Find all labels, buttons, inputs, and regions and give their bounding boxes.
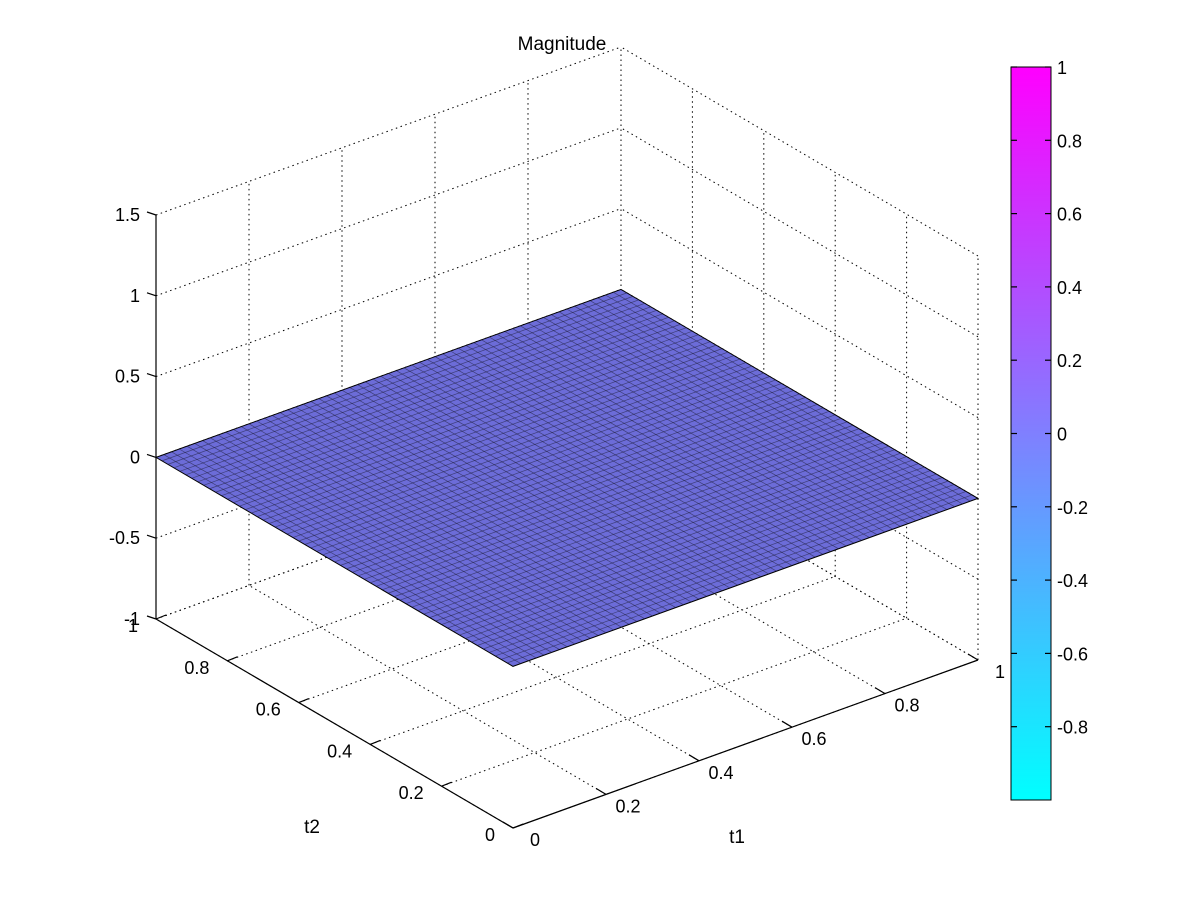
y-axis-label: t2	[304, 817, 320, 838]
x-tick-mark	[967, 653, 979, 661]
surface-mesh-line	[167, 296, 634, 465]
surface-mesh-line	[185, 306, 651, 476]
colorbar-tick-label: 0.8	[1057, 131, 1082, 151]
surface-mesh-line	[551, 314, 909, 524]
surface-mesh-line	[203, 316, 669, 486]
z-tick-mark	[146, 534, 157, 539]
z-tick-label: 0	[130, 447, 140, 467]
colorbar-tick-label: 1	[1057, 58, 1067, 78]
z-tick-mark	[146, 373, 157, 378]
x-tick-label: 0	[530, 830, 540, 850]
colorbar-tick-label: -0.4	[1057, 571, 1088, 591]
z-tick-mark	[146, 453, 157, 458]
surface-mesh-line	[566, 308, 924, 519]
y-tick-mark	[441, 781, 452, 787]
x-axis-line	[512, 659, 979, 829]
colorbar: -0.8 -0.6 -0.4 -0.2 0 0.2 0.4 0.6 0.8 1	[1010, 58, 1088, 801]
y-tick-mark	[369, 739, 381, 745]
tick-labels: 00.20.40.60.8100.20.40.60.81-1-0.500.511…	[109, 205, 1005, 850]
surface-mesh-line	[209, 320, 675, 490]
colorbar-gradient	[1010, 66, 1052, 801]
colorbar-tick-label: 0.2	[1057, 351, 1082, 371]
grid-line-back-z	[155, 46, 622, 216]
grid-line-side-z	[620, 127, 979, 338]
y-tick-label: 0.8	[184, 658, 209, 678]
surface-mesh-line	[589, 300, 948, 510]
surface-mesh-line	[173, 299, 639, 469]
z-tick-mark	[146, 292, 157, 297]
z-tick-mark	[146, 211, 157, 216]
y-tick-mark	[512, 823, 524, 829]
z-tick-label: -0.5	[109, 528, 140, 548]
y-tick-mark	[298, 698, 310, 704]
y-axis-line	[155, 618, 514, 829]
y-tick-mark	[155, 614, 167, 620]
surface-mesh-line	[597, 297, 955, 508]
z-tick-label: 0.5	[115, 367, 140, 387]
colorbar-tick-label: -0.8	[1057, 718, 1088, 738]
y-tick-label: 0.2	[399, 783, 424, 803]
x-tick-label: 0.8	[894, 696, 919, 716]
colorbar-tick-label: 0.4	[1057, 278, 1082, 298]
surface-mesh-line	[197, 313, 663, 483]
y-tick-label: 0.4	[327, 741, 352, 761]
tick-marks	[146, 211, 979, 829]
chart-title: Magnitude	[518, 34, 607, 55]
x-tick-mark	[874, 687, 886, 695]
surface-mesh-line	[179, 303, 645, 472]
y-tick-mark	[227, 656, 238, 662]
axes	[155, 215, 979, 829]
surface-mesh-line	[191, 309, 657, 479]
y-tick-label: 1	[128, 616, 138, 636]
y-tick-label: 0.6	[256, 700, 281, 720]
x-tick-label: 0.6	[801, 729, 826, 749]
z-tick-label: 1.5	[115, 205, 140, 225]
z-tick-label: 1	[130, 286, 140, 306]
surface-mesh-line	[582, 303, 940, 513]
z-tick-mark	[146, 615, 157, 620]
colorbar-tick-label: -0.2	[1057, 498, 1088, 518]
surface-mesh-line	[558, 311, 917, 522]
surface-mesh-line	[605, 294, 963, 505]
x-tick-mark	[688, 754, 700, 762]
colorbar-tick-label: -0.6	[1057, 644, 1088, 664]
x-tick-label: 1	[995, 662, 1005, 682]
x-axis-label: t1	[729, 827, 745, 848]
x-tick-label: 0.2	[615, 796, 640, 816]
z-tick-label: -1	[124, 609, 140, 629]
surface-mesh-line	[613, 291, 971, 502]
x-tick-label: 0.4	[708, 763, 733, 783]
colorbar-tick-label: 0.6	[1057, 205, 1082, 225]
surface-mesh-line	[215, 323, 681, 493]
grid-line-side-z	[620, 46, 979, 257]
surface	[154, 288, 980, 667]
x-tick-mark	[502, 821, 514, 829]
surface-mesh-line	[161, 292, 628, 462]
x-tick-mark	[781, 720, 793, 728]
colorbar-tick-label: 0	[1057, 425, 1067, 445]
x-tick-mark	[595, 787, 607, 795]
grid-line-back-z	[155, 127, 622, 297]
surface-mesh-line	[574, 305, 932, 516]
y-tick-label: 0	[485, 825, 495, 845]
